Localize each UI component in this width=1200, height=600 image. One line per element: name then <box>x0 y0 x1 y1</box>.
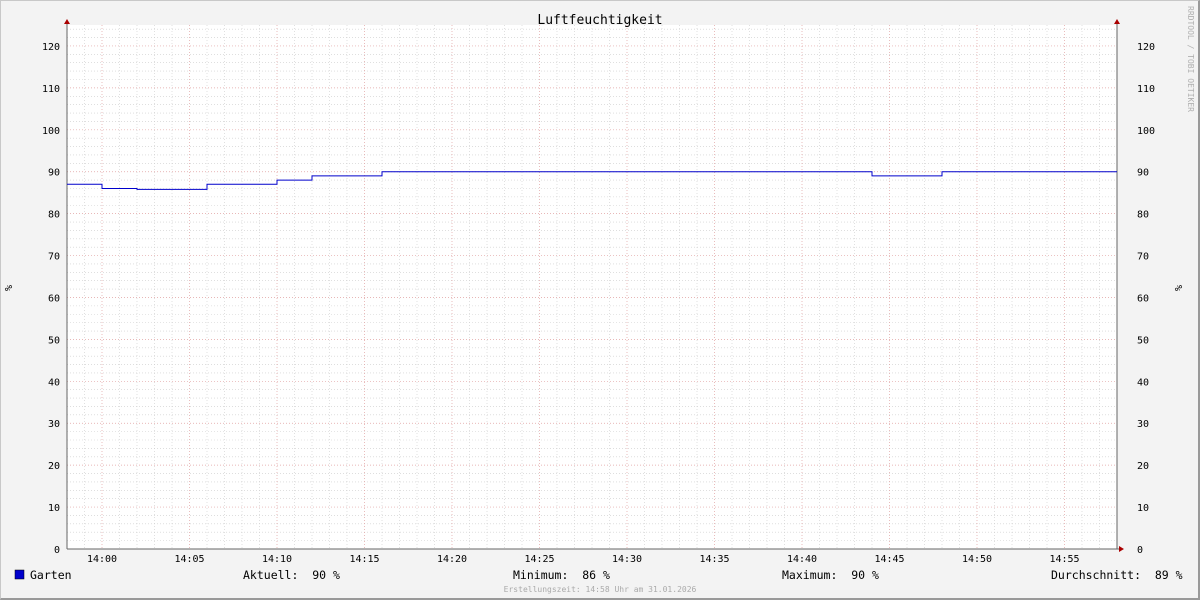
y-tick-label-left: 30 <box>48 419 60 430</box>
x-tick-label: 14:25 <box>524 554 554 565</box>
y-tick-label-left: 40 <box>48 377 60 388</box>
legend-swatch <box>14 569 25 580</box>
y-axis-arrow-icon <box>1114 19 1120 24</box>
series-line-garten <box>67 171 1117 190</box>
y-tick-label-left: 20 <box>48 461 60 472</box>
y-tick-label-left: 110 <box>42 84 60 95</box>
y-axis-arrow-icon <box>64 19 70 24</box>
y-tick-label-right: 40 <box>1137 377 1149 388</box>
x-axis-arrow-icon <box>1119 546 1124 552</box>
legend-durchschnitt: Durchschnitt: 89 % <box>1051 568 1183 582</box>
y-tick-label-right: 50 <box>1137 335 1149 346</box>
y-axis-label-right: % <box>1174 285 1185 291</box>
y-tick-label-left: 0 <box>54 545 60 556</box>
y-tick-label-left: 60 <box>48 293 60 304</box>
x-tick-label: 14:40 <box>787 554 817 565</box>
x-tick-label: 14:10 <box>262 554 292 565</box>
y-tick-label-left: 70 <box>48 252 60 263</box>
y-tick-label-right: 110 <box>1137 84 1155 95</box>
y-axis-label-left: % <box>4 285 15 291</box>
y-tick-label-right: 0 <box>1137 545 1143 556</box>
y-tick-label-right: 10 <box>1137 503 1149 514</box>
legend-aktuell: Aktuell: 90 % <box>243 568 340 582</box>
x-tick-label: 14:30 <box>612 554 642 565</box>
y-tick-label-right: 30 <box>1137 419 1149 430</box>
watermark: RRDTOOL / TOBI OETIKER <box>1186 6 1195 112</box>
y-tick-label-left: 50 <box>48 335 60 346</box>
x-tick-label: 14:45 <box>874 554 904 565</box>
y-tick-label-left: 90 <box>48 168 60 179</box>
y-tick-label-right: 120 <box>1137 42 1155 53</box>
y-tick-label-right: 60 <box>1137 293 1149 304</box>
x-tick-label: 14:20 <box>437 554 467 565</box>
chart-title: Luftfeuchtigkeit <box>537 13 662 28</box>
y-tick-label-right: 100 <box>1137 126 1155 137</box>
x-tick-label: 14:05 <box>174 554 204 565</box>
x-tick-label: 14:15 <box>349 554 379 565</box>
y-tick-label-right: 70 <box>1137 252 1149 263</box>
grid <box>64 19 1124 552</box>
y-tick-label-left: 100 <box>42 126 60 137</box>
y-tick-label-left: 10 <box>48 503 60 514</box>
x-tick-label: 14:35 <box>699 554 729 565</box>
y-tick-label-right: 20 <box>1137 461 1149 472</box>
y-tick-label-left: 80 <box>48 210 60 221</box>
x-tick-label: 14:50 <box>962 554 992 565</box>
legend-maximum: Maximum: 90 % <box>782 568 879 582</box>
y-tick-label-left: 120 <box>42 42 60 53</box>
x-tick-label: 14:00 <box>87 554 117 565</box>
y-tick-label-right: 80 <box>1137 210 1149 221</box>
legend-series-name: Garten <box>30 568 72 582</box>
x-tick-label: 14:55 <box>1049 554 1079 565</box>
y-tick-label-right: 90 <box>1137 168 1149 179</box>
footer-timestamp: Erstellungszeit: 14:58 Uhr am 31.01.2026 <box>504 585 697 594</box>
legend-minimum: Minimum: 86 % <box>513 568 610 582</box>
